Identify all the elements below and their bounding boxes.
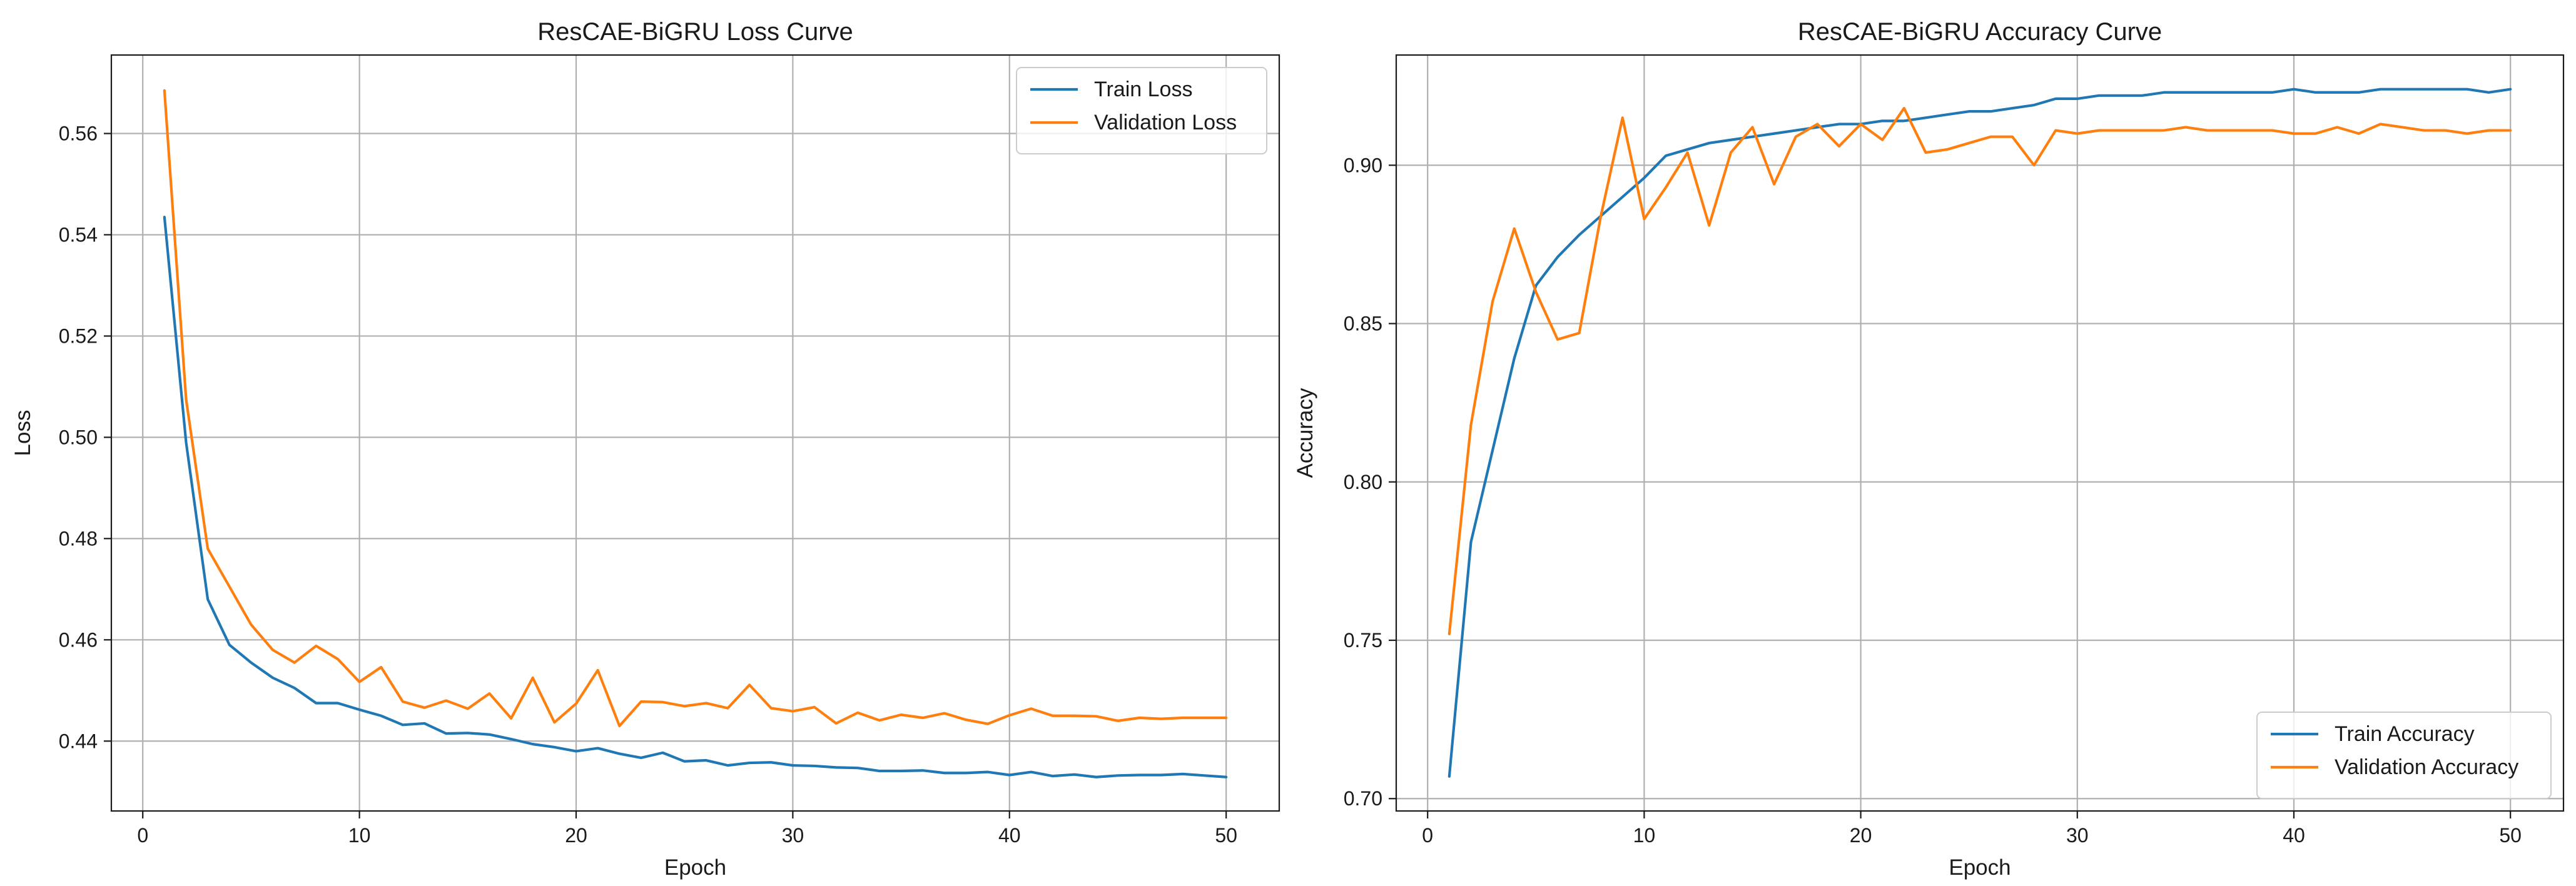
chart-title: ResCAE-BiGRU Accuracy Curve [1798,18,2162,46]
accuracy-chart: 0 10 20 30 40 50 0.70 0.75 0.80 0.85 0.90 ResCAE-Bi… [1293,18,2565,880]
x-tick-label: 30 [782,824,804,847]
y-tick-label: 0.80 [1344,471,1382,493]
y-tick-label: 0.90 [1344,154,1382,176]
plot-frame [110,54,1280,812]
series-line-train-loss [163,216,1228,778]
x-tick-label: 40 [2283,824,2305,847]
series-line-train-accuracy [1448,88,2512,778]
grid [1396,55,2563,811]
loss-chart: 0 10 20 30 40 50 0.44 0.46 0.48 0.50 0.52 0.54 0.56 R… [11,18,1280,880]
y-tick-label: 0.75 [1344,629,1382,652]
y-tick-label: 0.70 [1344,787,1382,810]
x-tick-label: 10 [1633,824,1656,847]
x-tick-label: 10 [348,824,371,847]
y-tick-label: 0.48 [59,527,98,550]
x-axis-label: Epoch [1949,855,2011,880]
legend-label: Validation Accuracy [2335,755,2518,779]
series-line-validation-accuracy [1448,106,2512,635]
chart-title: ResCAE-BiGRU Loss Curve [537,18,853,46]
x-tick-label: 0 [1422,824,1433,847]
legend-box [2256,712,2552,799]
x-tick-label: 20 [1850,824,1872,847]
y-axis-label: Loss [11,410,35,456]
y-tick-label: 0.50 [59,426,98,448]
x-tick-label: 30 [2066,824,2089,847]
y-tick-label: 0.46 [59,628,98,651]
legend-label: Train Loss [1094,78,1192,101]
x-tick-label: 20 [565,824,587,847]
grid [111,55,1279,811]
y-tick-label: 0.52 [59,325,98,347]
plot-frame [1395,54,2565,812]
x-tick-label: 40 [998,824,1021,847]
y-tick-label: 0.44 [59,730,98,752]
x-tick-label: 0 [137,824,148,847]
legend: Train Accuracy Validation Accuracy [2256,712,2552,799]
y-axis-label: Accuracy [1293,388,1317,478]
x-tick-label: 50 [1215,824,1237,847]
y-tick-label: 0.54 [59,223,98,246]
series-line-validation-loss [163,89,1228,728]
legend-box [1016,67,1267,154]
x-axis-label: Epoch [664,855,726,880]
y-tick-label: 0.56 [59,123,98,145]
legend-label: Train Accuracy [2335,722,2475,746]
legend: Train Loss Validation Loss [1016,67,1267,154]
x-tick-label: 50 [2499,824,2522,847]
y-tick-label: 0.85 [1344,313,1382,335]
legend-label: Validation Loss [1094,111,1237,134]
